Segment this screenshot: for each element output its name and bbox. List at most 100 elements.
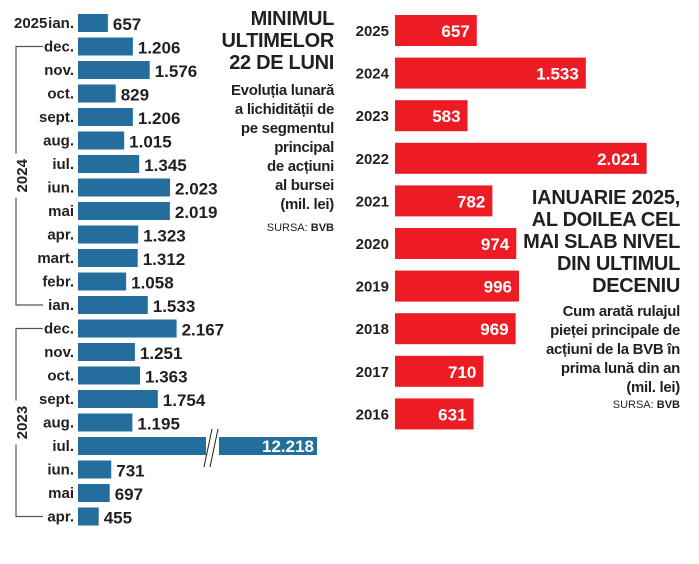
- month-label: dec.: [44, 39, 74, 56]
- bar-value-label: 657: [113, 15, 141, 34]
- monthly-liquidity-chart: ian. 657 dec. 1.206 nov. 1.576 oct. 829 sept. 1.2…: [11, 14, 317, 528]
- bar-value-label: 1.206: [138, 109, 181, 128]
- month-label: iul.: [52, 438, 74, 455]
- bar: [78, 484, 110, 502]
- bar: [78, 507, 99, 526]
- right-title-block: IANUARIE 2025, AL DOILEA CEL MAI SLAB NI…: [520, 187, 680, 411]
- bar-value-label: 969: [480, 320, 508, 339]
- bar: [78, 225, 139, 244]
- month-label: mai: [48, 485, 74, 502]
- bar-value-label: 710: [448, 363, 476, 382]
- bar: [78, 366, 141, 385]
- bar: [78, 61, 150, 79]
- bar-value-label: 996: [484, 278, 512, 297]
- bar-value-label: 1.533: [153, 297, 196, 316]
- left-title-block: MINIMUL ULTIMELOR 22 DE LUNI Evoluția lu…: [200, 8, 335, 234]
- year-label: 2019: [356, 279, 389, 296]
- bar: [78, 178, 171, 197]
- bar: [78, 249, 138, 267]
- bar-segment-left: [78, 437, 206, 455]
- bar-value-label: 731: [116, 462, 144, 481]
- bar-value-label: 1.206: [138, 39, 181, 58]
- bar-value-label: 1.576: [155, 62, 198, 81]
- month-label: sept.: [39, 391, 74, 408]
- bar: [395, 185, 493, 217]
- bar-value-label: 1.058: [131, 274, 174, 293]
- bar: [395, 15, 477, 46]
- right-chart-subtitle: Cum arată rulajul pieței principale de a…: [545, 303, 680, 396]
- bar-value-label: 1.312: [143, 250, 186, 269]
- bar-value-label: 1.251: [140, 344, 183, 363]
- year-label: 2025: [14, 15, 47, 32]
- bar: [395, 355, 484, 387]
- axis-break-mark: [203, 428, 213, 468]
- month-label: ian.: [48, 297, 74, 314]
- bar-value-label: 2.023: [175, 180, 218, 199]
- bar-value-label: 455: [104, 509, 132, 528]
- bar: [78, 84, 116, 103]
- month-label: nov.: [44, 62, 74, 79]
- bar-value-label: 829: [121, 86, 149, 105]
- month-label: mai: [48, 203, 74, 220]
- year-label: 2017: [356, 364, 389, 381]
- bar-value-label: 12.218: [262, 437, 314, 456]
- month-label: iul.: [52, 156, 74, 173]
- month-label: oct.: [47, 86, 74, 103]
- bar: [395, 398, 474, 430]
- year-label-bg: [11, 153, 23, 198]
- year-label: 2023: [14, 406, 31, 439]
- bar: [395, 142, 647, 174]
- bar: [395, 57, 586, 89]
- bar-value-label: 1.533: [536, 65, 579, 84]
- month-label: apr.: [47, 227, 74, 244]
- bar: [78, 343, 135, 361]
- month-label: iun.: [47, 462, 74, 479]
- bar: [78, 14, 108, 32]
- bar: [395, 100, 468, 132]
- bar: [78, 296, 148, 314]
- year-label: 2025: [356, 23, 389, 40]
- bar-value-label: 1.195: [137, 415, 180, 434]
- month-label: dec.: [44, 321, 74, 338]
- bar-value-label: 657: [441, 22, 469, 41]
- month-label: febr.: [42, 274, 74, 291]
- year-label: 2022: [356, 151, 389, 168]
- bar: [78, 272, 127, 291]
- month-label: aug.: [43, 133, 74, 150]
- year-label: 2021: [356, 193, 389, 210]
- year-label: 2016: [356, 406, 389, 423]
- bar: [78, 108, 133, 126]
- bar: [78, 202, 170, 220]
- bar-value-label: 2.019: [175, 203, 218, 222]
- bar-value-label: 2.021: [597, 150, 640, 169]
- bar: [78, 131, 125, 150]
- month-label: mart.: [37, 250, 74, 267]
- left-chart-subtitle: Evoluția lunară a lichidității de pe seg…: [230, 82, 334, 213]
- year-label: 2024: [14, 158, 31, 192]
- bar: [78, 413, 133, 432]
- bar: [78, 155, 140, 173]
- bar-value-label: 1.345: [144, 156, 187, 175]
- bar-value-label: 1.015: [129, 133, 172, 152]
- bar-value-label: 631: [438, 405, 466, 424]
- bar-value-label: 1.363: [145, 368, 188, 387]
- month-label: ian.: [48, 15, 74, 32]
- year-label: 2023: [356, 108, 389, 125]
- month-label: iun.: [47, 180, 74, 197]
- bar-value-label: 583: [432, 107, 460, 126]
- bar: [395, 270, 520, 302]
- bar: [78, 390, 158, 408]
- right-chart-title: IANUARIE 2025, AL DOILEA CEL MAI SLAB NI…: [523, 187, 680, 297]
- right-source: SURSA: BVB: [612, 399, 680, 411]
- bar-value-label: 1.323: [143, 227, 186, 246]
- bar-value-label: 974: [481, 235, 510, 254]
- bar: [395, 313, 516, 345]
- bar: [78, 37, 133, 56]
- year-label: 2018: [356, 321, 389, 338]
- bar-value-label: 2.167: [182, 321, 225, 340]
- bar: [78, 460, 112, 479]
- bar-segment-right: [219, 437, 317, 455]
- month-label: apr.: [47, 509, 74, 526]
- year-label: 2024: [356, 66, 390, 83]
